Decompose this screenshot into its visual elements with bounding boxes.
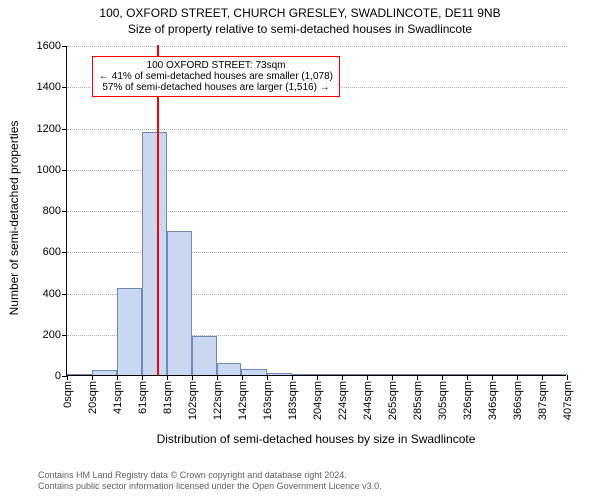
xtick-mark <box>242 375 243 380</box>
ytick-label: 1400 <box>37 81 67 93</box>
xtick-mark <box>492 375 493 380</box>
xtick-mark <box>342 375 343 380</box>
ytick-label: 1600 <box>37 40 67 52</box>
xtick-label: 20sqm <box>85 381 99 414</box>
xtick-label: 387sqm <box>535 381 549 420</box>
attribution-text: Contains HM Land Registry data © Crown c… <box>38 470 382 492</box>
gridline <box>67 129 567 130</box>
xtick-label: 285sqm <box>410 381 424 420</box>
xtick-label: 305sqm <box>435 381 449 420</box>
histogram-bar <box>117 288 142 375</box>
xtick-mark <box>317 375 318 380</box>
histogram-bar <box>167 231 193 375</box>
histogram-bar <box>542 374 567 375</box>
xtick-label: 326sqm <box>460 381 474 420</box>
histogram-bar <box>417 374 442 375</box>
xtick-mark <box>92 375 93 380</box>
xtick-label: 163sqm <box>260 381 274 420</box>
xtick-mark <box>567 375 568 380</box>
xtick-mark <box>117 375 118 380</box>
xtick-label: 122sqm <box>210 381 224 420</box>
histogram-bar <box>67 374 92 375</box>
gridline <box>67 46 567 47</box>
histogram-bar <box>192 336 217 375</box>
histogram-bar <box>467 374 492 375</box>
histogram-bar <box>393 374 418 375</box>
xtick-label: 204sqm <box>310 381 324 420</box>
annotation-line-2: ← 41% of semi-detached houses are smalle… <box>99 71 333 82</box>
histogram-bar <box>267 373 292 375</box>
xtick-mark <box>67 375 68 380</box>
page-title: 100, OXFORD STREET, CHURCH GRESLEY, SWAD… <box>0 6 600 20</box>
xtick-label: 102sqm <box>185 381 199 420</box>
xtick-mark <box>467 375 468 380</box>
xtick-label: 0sqm <box>60 381 74 408</box>
xtick-label: 41sqm <box>110 381 124 414</box>
histogram-bar <box>92 370 118 375</box>
ytick-label: 600 <box>43 246 67 258</box>
annotation-line-3: 57% of semi-detached houses are larger (… <box>99 82 333 93</box>
xtick-mark <box>367 375 368 380</box>
xtick-label: 366sqm <box>510 381 524 420</box>
attribution-line-2: Contains public sector information licen… <box>38 481 382 492</box>
xtick-label: 407sqm <box>560 381 574 420</box>
page-subtitle: Size of property relative to semi-detach… <box>0 22 600 36</box>
annotation-line-1: 100 OXFORD STREET: 73sqm <box>99 60 333 71</box>
histogram-bar <box>241 369 267 375</box>
xtick-mark <box>167 375 168 380</box>
ytick-label: 200 <box>43 329 67 341</box>
attribution-line-1: Contains HM Land Registry data © Crown c… <box>38 470 382 481</box>
xtick-mark <box>292 375 293 380</box>
histogram-bar <box>492 374 517 375</box>
xtick-mark <box>267 375 268 380</box>
xtick-label: 244sqm <box>360 381 374 420</box>
xtick-mark <box>392 375 393 380</box>
annotation-box: 100 OXFORD STREET: 73sqm ← 41% of semi-d… <box>92 56 340 97</box>
xtick-mark <box>442 375 443 380</box>
histogram-bar <box>342 374 367 375</box>
xtick-mark <box>142 375 143 380</box>
xtick-label: 224sqm <box>335 381 349 420</box>
xtick-label: 61sqm <box>135 381 149 414</box>
xtick-label: 183sqm <box>285 381 299 420</box>
x-axis-label: Distribution of semi-detached houses by … <box>66 432 566 446</box>
histogram-bar <box>318 374 343 375</box>
xtick-mark <box>542 375 543 380</box>
xtick-mark <box>517 375 518 380</box>
xtick-label: 81sqm <box>160 381 174 414</box>
ytick-label: 1000 <box>37 164 67 176</box>
histogram-bar <box>367 374 393 375</box>
xtick-mark <box>217 375 218 380</box>
histogram-bar <box>292 374 318 375</box>
y-axis-label: Number of semi-detached properties <box>7 53 21 383</box>
xtick-label: 346sqm <box>485 381 499 420</box>
xtick-mark <box>417 375 418 380</box>
ytick-label: 800 <box>43 205 67 217</box>
histogram-bar <box>517 374 543 375</box>
xtick-label: 265sqm <box>385 381 399 420</box>
xtick-label: 142sqm <box>235 381 249 420</box>
ytick-label: 400 <box>43 288 67 300</box>
ytick-label: 1200 <box>37 123 67 135</box>
xtick-mark <box>192 375 193 380</box>
histogram-bar <box>217 363 242 375</box>
histogram-bar <box>142 132 167 375</box>
histogram-bar <box>442 374 468 375</box>
